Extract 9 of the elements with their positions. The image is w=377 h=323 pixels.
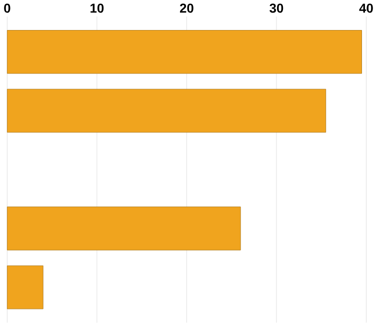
x-tick-label: 0 — [4, 4, 10, 13]
x-tick-label: 30 — [270, 4, 284, 13]
bar — [6, 266, 44, 310]
x-tick-label: 20 — [180, 4, 194, 13]
bar — [6, 206, 241, 250]
bar — [6, 88, 326, 133]
bar — [6, 30, 362, 74]
x-tick-label: 10 — [90, 4, 104, 13]
x-tick-label: 40 — [359, 4, 373, 13]
